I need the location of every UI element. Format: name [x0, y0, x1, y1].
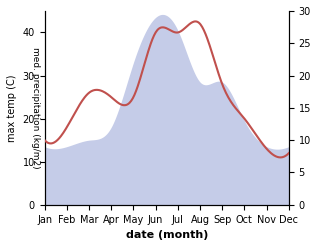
X-axis label: date (month): date (month): [126, 230, 208, 240]
Y-axis label: max temp (C): max temp (C): [7, 74, 17, 142]
Y-axis label: med. precipitation (kg/m2): med. precipitation (kg/m2): [31, 47, 40, 169]
